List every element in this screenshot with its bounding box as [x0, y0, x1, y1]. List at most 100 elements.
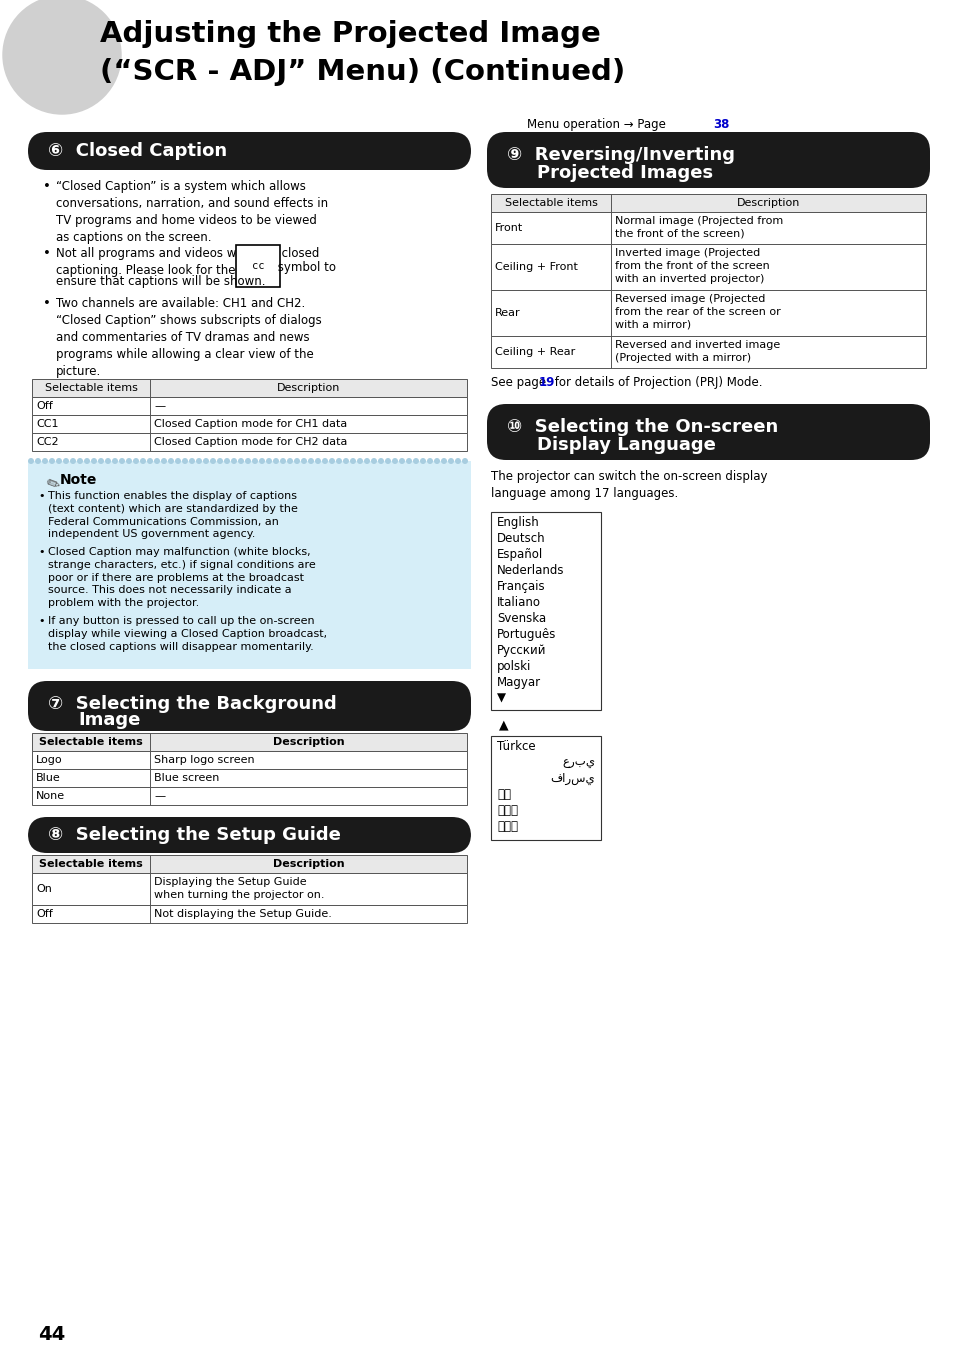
- Circle shape: [350, 458, 355, 464]
- Circle shape: [398, 458, 405, 464]
- Text: عربي: عربي: [561, 756, 595, 769]
- Bar: [32, 379, 467, 397]
- Text: Français: Français: [497, 580, 545, 594]
- Text: The projector can switch the on-screen display
language among 17 languages.: The projector can switch the on-screen d…: [491, 470, 767, 500]
- Bar: [32, 873, 467, 904]
- Circle shape: [287, 458, 293, 464]
- Circle shape: [35, 458, 41, 464]
- Text: Ceiling + Front: Ceiling + Front: [495, 262, 578, 272]
- Circle shape: [147, 458, 152, 464]
- Text: ⑦  Selecting the Background: ⑦ Selecting the Background: [48, 695, 336, 713]
- Circle shape: [434, 458, 439, 464]
- Text: None: None: [36, 791, 65, 800]
- Text: •: •: [43, 297, 51, 310]
- Text: Not all programs and videos will offer closed
captioning. Please look for the: Not all programs and videos will offer c…: [56, 247, 319, 277]
- Circle shape: [119, 458, 125, 464]
- Text: —: —: [153, 402, 165, 411]
- Text: Español: Español: [497, 548, 542, 561]
- Text: ensure that captions will be shown.: ensure that captions will be shown.: [56, 274, 265, 288]
- Text: Magyar: Magyar: [497, 676, 540, 690]
- Text: فارسي: فارسي: [550, 772, 595, 786]
- Text: Selectable items: Selectable items: [39, 737, 143, 748]
- Circle shape: [210, 458, 215, 464]
- Circle shape: [245, 458, 251, 464]
- Text: cc: cc: [252, 261, 264, 270]
- Text: •: •: [43, 180, 51, 193]
- Circle shape: [203, 458, 209, 464]
- FancyBboxPatch shape: [28, 681, 471, 731]
- Circle shape: [258, 458, 265, 464]
- Text: Selectable items: Selectable items: [504, 197, 597, 208]
- Text: Blue: Blue: [36, 773, 61, 783]
- Bar: [491, 193, 925, 212]
- Text: 38: 38: [712, 118, 729, 131]
- Circle shape: [84, 458, 90, 464]
- Circle shape: [153, 458, 160, 464]
- Text: 汉语: 汉语: [497, 788, 511, 800]
- Text: Off: Off: [36, 402, 52, 411]
- Circle shape: [132, 458, 139, 464]
- Bar: [32, 787, 467, 804]
- Circle shape: [140, 458, 146, 464]
- Circle shape: [216, 458, 223, 464]
- Text: polski: polski: [497, 660, 531, 673]
- Circle shape: [329, 458, 335, 464]
- Circle shape: [168, 458, 173, 464]
- Circle shape: [356, 458, 363, 464]
- Circle shape: [70, 458, 76, 464]
- Text: Closed Caption mode for CH1 data: Closed Caption mode for CH1 data: [153, 419, 347, 429]
- Bar: [491, 337, 925, 368]
- Text: (“SCR - ADJ” Menu) (Continued): (“SCR - ADJ” Menu) (Continued): [100, 58, 624, 87]
- Circle shape: [301, 458, 307, 464]
- FancyBboxPatch shape: [28, 132, 471, 170]
- Text: On: On: [36, 884, 51, 894]
- Circle shape: [237, 458, 244, 464]
- Text: ▲: ▲: [498, 718, 508, 731]
- Text: •: •: [38, 548, 45, 557]
- Text: —: —: [153, 791, 165, 800]
- Text: Adjusting the Projected Image: Adjusting the Projected Image: [100, 20, 600, 49]
- Text: Svenska: Svenska: [497, 612, 545, 625]
- Circle shape: [364, 458, 370, 464]
- Text: “Closed Caption” is a system which allows
conversations, narration, and sound ef: “Closed Caption” is a system which allow…: [56, 180, 328, 243]
- Text: •: •: [38, 491, 45, 502]
- Text: ✏: ✏: [43, 473, 62, 495]
- Text: Description: Description: [273, 737, 344, 748]
- Bar: [32, 733, 467, 750]
- Circle shape: [189, 458, 194, 464]
- Text: Sharp logo screen: Sharp logo screen: [153, 754, 254, 765]
- Circle shape: [440, 458, 447, 464]
- Text: Front: Front: [495, 223, 522, 233]
- Circle shape: [49, 458, 55, 464]
- Circle shape: [308, 458, 314, 464]
- Circle shape: [392, 458, 397, 464]
- Circle shape: [273, 458, 278, 464]
- Text: ⑥  Closed Caption: ⑥ Closed Caption: [48, 142, 227, 160]
- Text: CC2: CC2: [36, 437, 58, 448]
- FancyBboxPatch shape: [486, 132, 929, 188]
- Text: Note: Note: [60, 473, 97, 487]
- Bar: [32, 904, 467, 923]
- Bar: [491, 512, 600, 710]
- Circle shape: [335, 458, 341, 464]
- Circle shape: [98, 458, 104, 464]
- Bar: [32, 854, 467, 873]
- Text: Deutsch: Deutsch: [497, 531, 545, 545]
- Text: ⑩  Selecting the On-screen: ⑩ Selecting the On-screen: [506, 418, 778, 435]
- Text: Off: Off: [36, 909, 52, 919]
- Text: Português: Português: [497, 627, 556, 641]
- Text: Русский: Русский: [497, 644, 546, 657]
- Text: Not displaying the Setup Guide.: Not displaying the Setup Guide.: [153, 909, 332, 919]
- Bar: [491, 289, 925, 337]
- Circle shape: [112, 458, 118, 464]
- FancyBboxPatch shape: [28, 817, 471, 853]
- Text: CC1: CC1: [36, 419, 58, 429]
- Text: Menu operation → Page: Menu operation → Page: [526, 118, 669, 131]
- Circle shape: [195, 458, 202, 464]
- Circle shape: [63, 458, 69, 464]
- Bar: [32, 397, 467, 415]
- Text: •: •: [38, 617, 45, 626]
- Circle shape: [266, 458, 272, 464]
- Text: Closed Caption may malfunction (white blocks,
strange characters, etc.) if signa: Closed Caption may malfunction (white bl…: [48, 548, 315, 608]
- FancyBboxPatch shape: [486, 404, 929, 460]
